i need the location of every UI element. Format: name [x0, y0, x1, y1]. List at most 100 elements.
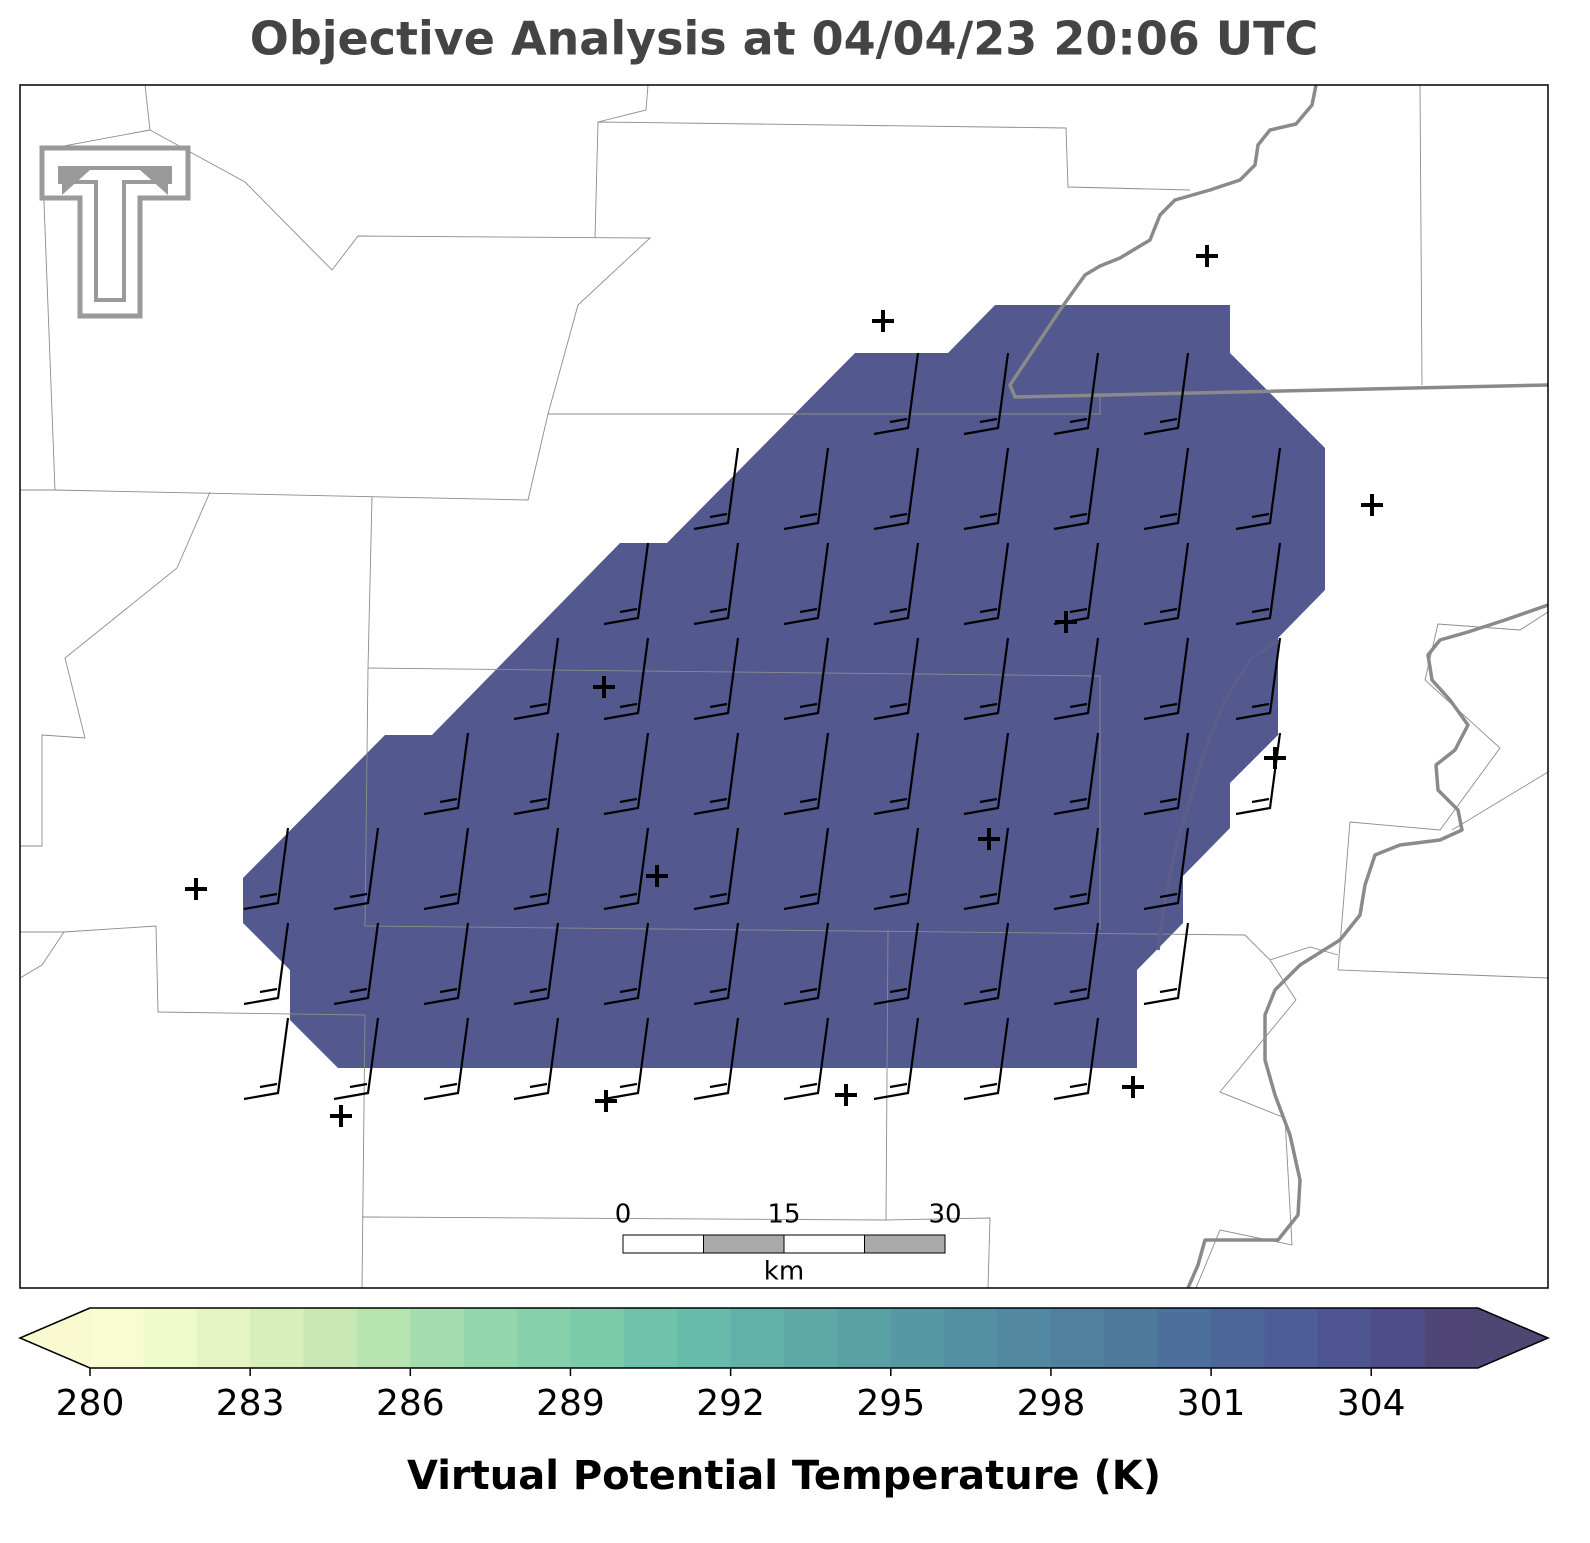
colorbar-band [1050, 1308, 1105, 1368]
wind-barb [1053, 637, 1100, 721]
wind-barb [873, 352, 920, 436]
colorbar-band [1264, 1308, 1319, 1368]
colorbar-tick-label: 295 [856, 1383, 925, 1424]
wind-barb [693, 922, 740, 1006]
wind-barb [693, 637, 740, 721]
station-marker [978, 828, 1000, 850]
wind-barb [1053, 732, 1100, 816]
wind-barb [243, 1017, 290, 1101]
wind-barb [963, 1017, 1010, 1101]
wind-barb [1053, 827, 1100, 911]
wind-barb [333, 922, 380, 1006]
colorbar-band [410, 1308, 465, 1368]
scale-tick-label: 30 [928, 1200, 961, 1230]
wind-barb [1053, 1017, 1100, 1101]
wind-barb [1143, 542, 1190, 626]
colorbar-band [90, 1308, 144, 1368]
station-marker [1055, 611, 1077, 633]
colorbar-band [730, 1308, 785, 1368]
analysis-field [243, 305, 1325, 1068]
wind-barb [243, 922, 290, 1006]
wind-barb [693, 542, 740, 626]
wind-barb [963, 352, 1010, 436]
colorbar-tick-label: 289 [536, 1383, 605, 1424]
wind-barb [1143, 447, 1190, 531]
colorbar-over [1478, 1308, 1548, 1368]
colorbar-band [944, 1308, 999, 1368]
wind-barb [603, 637, 650, 721]
wind-barb [963, 542, 1010, 626]
wind-barb [963, 447, 1010, 531]
colorbar-band [1104, 1308, 1159, 1368]
colorbar-tick-label: 280 [56, 1383, 125, 1424]
wind-barb [333, 1017, 380, 1101]
scale-segment [864, 1234, 946, 1254]
wind-barb [783, 1017, 830, 1101]
colorbar-under [20, 1308, 90, 1368]
wind-barb [783, 922, 830, 1006]
wind-barb [603, 732, 650, 816]
colorbar-band [677, 1308, 732, 1368]
wind-barb [783, 542, 830, 626]
wind-barb [1143, 352, 1190, 436]
wind-barb [423, 1017, 470, 1101]
wind-barb [963, 922, 1010, 1006]
scale-bar: 0 15 30 km [615, 1200, 962, 1287]
map-frame [19, 84, 1549, 1289]
colorbar-tick-label: 283 [216, 1383, 285, 1424]
wind-barb [1235, 542, 1282, 626]
title: Objective Analysis at 04/04/23 20:06 UTC [250, 12, 1319, 66]
wind-barb [963, 732, 1010, 816]
wind-barb [783, 827, 830, 911]
colorbar-band [517, 1308, 571, 1368]
colorbar-band [997, 1308, 1052, 1368]
wind-barb [693, 732, 740, 816]
wind-barb [963, 637, 1010, 721]
boundaries [20, 85, 1548, 1288]
wind-barb [1053, 352, 1100, 436]
wind-barb [513, 1017, 560, 1101]
wind-barb [423, 732, 470, 816]
wind-barb [1143, 922, 1190, 1006]
colorbar-band [1211, 1308, 1265, 1368]
wind-barb [693, 1017, 740, 1101]
station-marker [1264, 747, 1286, 769]
wind-barb [1053, 922, 1100, 1006]
wind-barb [873, 732, 920, 816]
scale-segment [622, 1234, 704, 1254]
colorbar-band [1424, 1308, 1479, 1368]
station-marker [835, 1084, 857, 1106]
wind-barb [693, 827, 740, 911]
wind-barb [603, 542, 650, 626]
wind-barb [783, 447, 830, 531]
stations [185, 245, 1383, 1127]
wind-barb [1143, 637, 1190, 721]
colorbar-tick-label: 301 [1177, 1383, 1246, 1424]
colorbar-outline [18, 1307, 1550, 1369]
wind-barb [603, 922, 650, 1006]
colorbar-band [890, 1308, 945, 1368]
wind-barb [1143, 827, 1190, 911]
colorbar-tick-label: 304 [1337, 1383, 1406, 1424]
wind-barb [963, 827, 1010, 911]
wind-barbs [243, 352, 1282, 1101]
colorbar-band [784, 1308, 838, 1368]
wind-barb [243, 827, 290, 911]
wind-barb [1143, 732, 1190, 816]
colorbar-band [196, 1308, 251, 1368]
wind-barb [513, 922, 560, 1006]
wind-barb [783, 637, 830, 721]
wind-barb [1235, 447, 1282, 531]
logo [39, 145, 191, 319]
wind-barb [693, 447, 740, 531]
colorbar-band [250, 1308, 305, 1368]
colorbar-band [1157, 1308, 1212, 1368]
wind-barb [603, 1017, 650, 1101]
wind-barb [873, 637, 920, 721]
colorbar-band [463, 1308, 518, 1368]
colorbar-band [1317, 1308, 1372, 1368]
wind-barb [1235, 637, 1282, 721]
wind-barb [873, 922, 920, 1006]
colorbar-band [303, 1308, 358, 1368]
colorbar-band [570, 1308, 625, 1368]
